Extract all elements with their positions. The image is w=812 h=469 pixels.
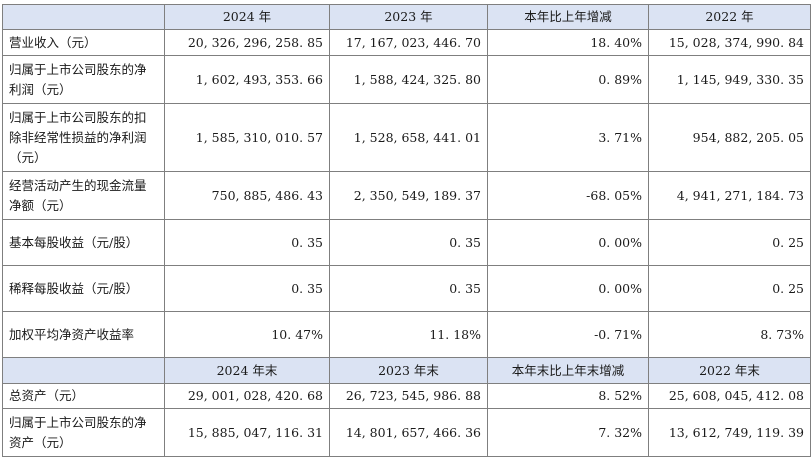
value-2024: 750, 885, 486. 43 <box>164 171 330 220</box>
row-label: 总资产（元） <box>2 383 165 409</box>
value-2023: 26, 723, 545, 986. 88 <box>329 383 488 409</box>
table-row-net-profit-deducted: 归属于上市公司股东的扣除非经常性损益的净利润（元） 1, 585, 310, 0… <box>2 103 811 172</box>
value-change: -68. 05% <box>487 171 649 220</box>
value-2023: 17, 167, 023, 446. 70 <box>329 29 488 56</box>
table-row-revenue: 营业收入（元） 20, 326, 296, 258. 85 17, 167, 0… <box>2 29 811 56</box>
value-change: -0. 71% <box>487 311 649 358</box>
value-2024: 1, 602, 493, 353. 66 <box>164 55 330 104</box>
value-2024: 29, 001, 028, 420. 68 <box>164 383 330 409</box>
header-row-year-end: 2024 年末 2023 年末 本年末比上年末增减 2022 年末 <box>2 357 811 384</box>
table-row-net-profit: 归属于上市公司股东的净利润（元） 1, 602, 493, 353. 66 1,… <box>2 55 811 104</box>
value-2022: 0. 25 <box>648 219 811 266</box>
financial-summary-table: 2024 年 2023 年 本年比上年增减 2022 年 营业收入（元） 20,… <box>2 4 811 457</box>
value-2023: 1, 528, 658, 441. 01 <box>329 103 488 172</box>
row-label: 加权平均净资产收益率 <box>2 311 165 358</box>
header-2024: 2024 年 <box>164 4 330 30</box>
value-2022: 0. 25 <box>648 265 811 312</box>
header-2024-end: 2024 年末 <box>164 357 330 384</box>
header-2022-end: 2022 年末 <box>648 357 811 384</box>
header-2023: 2023 年 <box>329 4 488 30</box>
table-row-diluted-eps: 稀释每股收益（元/股） 0. 35 0. 35 0. 00% 0. 25 <box>2 265 811 312</box>
value-2024: 10. 47% <box>164 311 330 358</box>
value-2024: 1, 585, 310, 010. 57 <box>164 103 330 172</box>
header-change: 本年比上年增减 <box>487 4 649 30</box>
value-change: 0. 89% <box>487 55 649 104</box>
value-2022: 8. 73% <box>648 311 811 358</box>
header-blank-cell <box>2 357 165 384</box>
row-label: 经营活动产生的现金流量净额（元） <box>2 171 165 220</box>
value-2022: 1, 145, 949, 330. 35 <box>648 55 811 104</box>
value-2023: 2, 350, 549, 189. 37 <box>329 171 488 220</box>
row-label: 归属于上市公司股东的扣除非经常性损益的净利润（元） <box>2 103 165 172</box>
value-change: 3. 71% <box>487 103 649 172</box>
row-label: 基本每股收益（元/股） <box>2 219 165 266</box>
value-2022: 954, 882, 205. 05 <box>648 103 811 172</box>
value-2023: 11. 18% <box>329 311 488 358</box>
value-change: 0. 00% <box>487 219 649 266</box>
row-label: 归属于上市公司股东的净资产（元） <box>2 408 165 457</box>
value-2022: 4, 941, 271, 184. 73 <box>648 171 811 220</box>
value-2023: 1, 588, 424, 325. 80 <box>329 55 488 104</box>
table-row-net-assets: 归属于上市公司股东的净资产（元） 15, 885, 047, 116. 31 1… <box>2 408 811 457</box>
row-label: 稀释每股收益（元/股） <box>2 265 165 312</box>
table-row-total-assets: 总资产（元） 29, 001, 028, 420. 68 26, 723, 54… <box>2 383 811 409</box>
value-change: 7. 32% <box>487 408 649 457</box>
row-label: 营业收入（元） <box>2 29 165 56</box>
table-row-basic-eps: 基本每股收益（元/股） 0. 35 0. 35 0. 00% 0. 25 <box>2 219 811 266</box>
value-2022: 13, 612, 749, 119. 39 <box>648 408 811 457</box>
table-row-weighted-roe: 加权平均净资产收益率 10. 47% 11. 18% -0. 71% 8. 73… <box>2 311 811 358</box>
value-2024: 15, 885, 047, 116. 31 <box>164 408 330 457</box>
header-change-end: 本年末比上年末增减 <box>487 357 649 384</box>
value-change: 0. 00% <box>487 265 649 312</box>
row-label: 归属于上市公司股东的净利润（元） <box>2 55 165 104</box>
header-blank-cell <box>2 4 165 30</box>
header-2022: 2022 年 <box>648 4 811 30</box>
value-change: 18. 40% <box>487 29 649 56</box>
value-2023: 0. 35 <box>329 219 488 266</box>
value-2022: 15, 028, 374, 990. 84 <box>648 29 811 56</box>
table-row-operating-cash-flow: 经营活动产生的现金流量净额（元） 750, 885, 486. 43 2, 35… <box>2 171 811 220</box>
value-2023: 0. 35 <box>329 265 488 312</box>
header-2023-end: 2023 年末 <box>329 357 488 384</box>
value-2023: 14, 801, 657, 466. 36 <box>329 408 488 457</box>
header-row-current-year: 2024 年 2023 年 本年比上年增减 2022 年 <box>2 4 811 30</box>
value-2024: 0. 35 <box>164 265 330 312</box>
value-change: 8. 52% <box>487 383 649 409</box>
value-2024: 20, 326, 296, 258. 85 <box>164 29 330 56</box>
value-2022: 25, 608, 045, 412. 08 <box>648 383 811 409</box>
value-2024: 0. 35 <box>164 219 330 266</box>
